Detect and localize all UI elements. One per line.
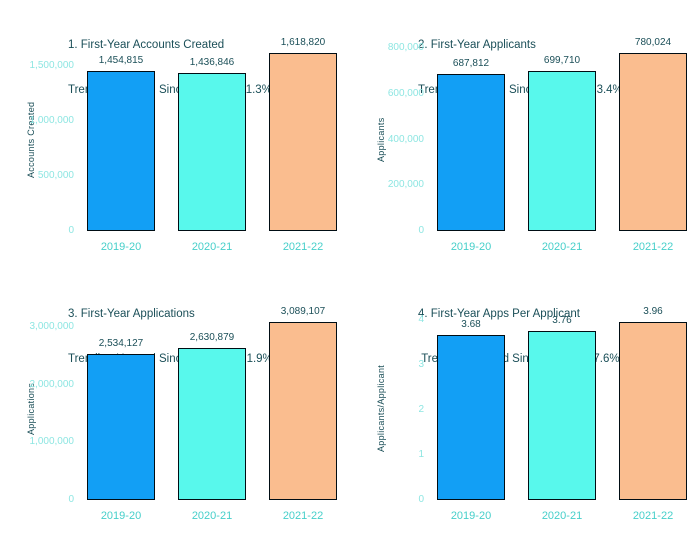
y-axis-tick-label: 3 <box>418 359 424 371</box>
plot-area-apps-per-applicant: 0 1 2 3 4 3.68 2019-20 3.76 2020-21 3.96 2021-22 <box>418 306 688 522</box>
bar-value-label: 1,436,846 <box>189 56 235 68</box>
y-axis-tick-label: 0 <box>418 494 424 505</box>
y-axis-tick-label: 3,000,000 <box>29 321 75 333</box>
chart-title: 1. First-Year Accounts Created <box>68 39 225 51</box>
chart-title: 4. First-Year Apps Per Applicant <box>418 308 580 320</box>
bar-2020-21 <box>528 330 596 500</box>
chart-panel-applications: 3. First-Year Applications Trending Upwa… <box>0 269 350 537</box>
y-axis-tick-label: 1 <box>418 449 424 461</box>
bar-value-label: 3.68 <box>461 318 481 330</box>
x-axis-category-label: 2020-21 <box>191 241 233 253</box>
y-axis-tick-label: 400,000 <box>387 133 424 145</box>
x-axis-category-label: 2020-21 <box>191 510 233 522</box>
bar-value-label: 2,534,127 <box>98 338 144 349</box>
x-axis-category-label: 2020-21 <box>541 510 583 522</box>
bar-value-label: 3.96 <box>643 305 663 317</box>
plot-area-accounts-created: 0 500,000 1,000,000 1,500,000 1,454,815 2019-… <box>30 37 338 253</box>
bar-value-label: 2,630,879 <box>189 332 235 344</box>
y-axis-tick-label: 800,000 <box>387 42 424 54</box>
x-axis-category-label: 2019-20 <box>100 510 142 522</box>
chart-panel-applicants: 2. First-Year Applicants Trending Upward… <box>350 0 700 268</box>
chart-title: 2. First-Year Applicants <box>418 39 536 51</box>
x-axis-category-label: 2020-21 <box>541 241 583 253</box>
bar-2020-21 <box>178 348 246 500</box>
bar-2019-20 <box>437 74 505 231</box>
x-axis-category-label: 2021-22 <box>632 241 674 253</box>
y-axis-tick-label: 1,500,000 <box>29 60 75 72</box>
plot-area-applications: 0 1,000,000 2,000,000 3,000,000 2,534,127 201… <box>30 306 338 522</box>
x-axis-category-label: 2021-22 <box>282 241 324 253</box>
y-axis-tick-label: 1,000,000 <box>29 436 75 448</box>
bar-value-label: 1,454,815 <box>98 55 144 67</box>
bar-value-label: 1,618,820 <box>280 36 326 48</box>
x-axis-category-label: 2021-22 <box>632 510 674 522</box>
y-axis-label: Applications <box>26 382 36 435</box>
y-axis-tick-label: 2 <box>418 404 424 416</box>
bar-2021-22 <box>269 322 337 500</box>
bar-value-label: 3,089,107 <box>280 306 326 318</box>
bar-2020-21 <box>178 72 246 231</box>
bar-value-label: 780,024 <box>634 37 672 49</box>
bar-2020-21 <box>528 71 596 231</box>
x-axis-category-label: 2019-20 <box>100 241 142 253</box>
y-axis-tick-label: 0 <box>68 494 74 505</box>
y-axis-tick-label: 500,000 <box>37 170 74 181</box>
y-axis-tick-label: 4 <box>418 314 424 326</box>
bar-2021-22 <box>619 53 687 231</box>
y-axis-tick-label: 200,000 <box>387 179 424 191</box>
bar-value-label: 699,710 <box>543 55 581 67</box>
y-axis-label: Accounts Created <box>26 101 36 178</box>
bar-2019-20 <box>87 71 155 231</box>
chart-title: 3. First-Year Applications <box>68 308 195 320</box>
x-axis-category-label: 2019-20 <box>450 510 492 522</box>
x-axis-category-label: 2019-20 <box>450 241 492 253</box>
bar-2021-22 <box>269 52 337 231</box>
y-axis-tick-label: 600,000 <box>387 88 424 100</box>
bar-2019-20 <box>437 334 505 500</box>
bar-value-label: 3.76 <box>552 314 572 326</box>
chart-panel-accounts-created: 1. First-Year Accounts Created Trending … <box>0 0 350 268</box>
plot-area-applicants: 0 200,000 400,000 600,000 800,000 687,812 2019… <box>388 37 688 253</box>
x-axis-category-label: 2021-22 <box>282 510 324 522</box>
bar-2019-20 <box>87 354 155 500</box>
bar-value-label: 687,812 <box>452 58 490 70</box>
bar-2021-22 <box>619 321 687 500</box>
chart-panel-apps-per-applicant: 4. First-Year Apps Per Applicant Trendin… <box>350 269 700 537</box>
y-axis-tick-label: 1,000,000 <box>29 115 75 127</box>
y-axis-tick-label: 0 <box>68 225 74 236</box>
y-axis-tick-label: 0 <box>418 225 424 236</box>
y-axis-tick-label: 2,000,000 <box>29 378 75 390</box>
